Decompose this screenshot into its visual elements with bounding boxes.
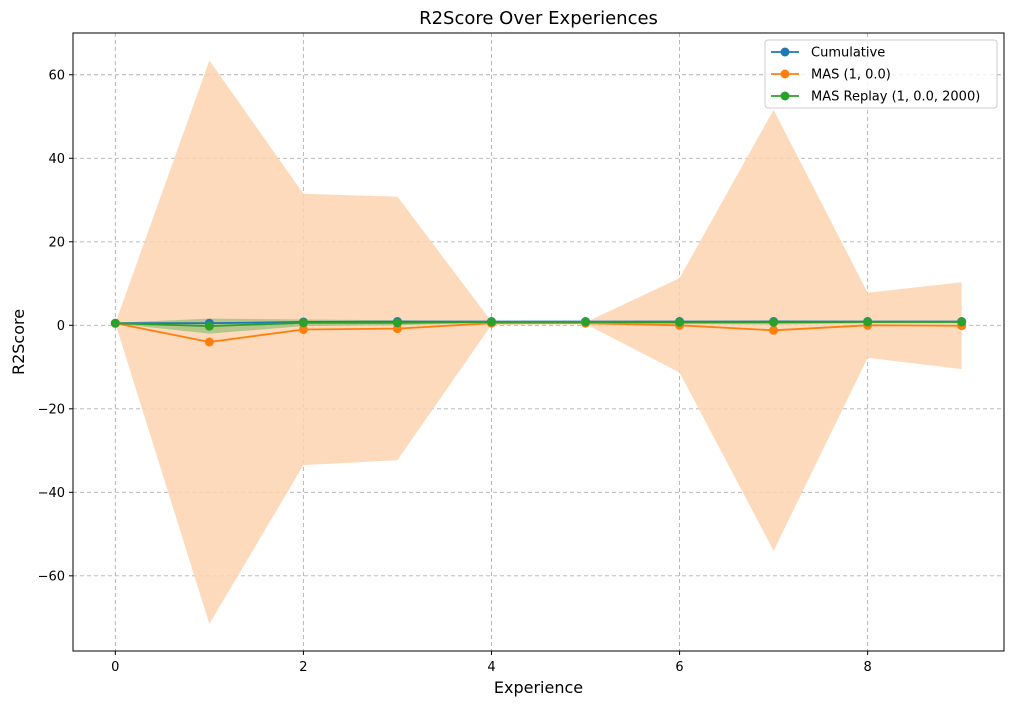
x-axis-label: Experience: [494, 678, 583, 697]
data-point: [486, 317, 496, 327]
data-point: [298, 324, 308, 334]
data-point: [863, 317, 873, 327]
series-line: [115, 321, 962, 328]
y-tick-label: 40: [48, 152, 65, 167]
y-tick-label: −20: [38, 402, 65, 417]
data-point: [110, 318, 120, 328]
data-point: [957, 317, 967, 327]
data-point: [298, 318, 308, 328]
y-tick-label: 60: [48, 68, 65, 83]
x-tick-label: 0: [111, 660, 119, 675]
legend-marker: [780, 91, 790, 101]
y-tick-label: 20: [48, 235, 65, 250]
chart-title: R2Score Over Experiences: [419, 8, 658, 29]
data-point: [769, 325, 779, 335]
legend: Cumulative MAS (1, 0.0) MAS Replay (1, 0.0…: [764, 39, 998, 109]
legend-marker: [780, 47, 790, 57]
legend-box: [764, 39, 998, 109]
legend-label: MAS Replay (1, 0.0, 2000): [811, 90, 980, 105]
y-tick-label: 0: [57, 319, 65, 334]
x-tick-label: 8: [864, 660, 872, 675]
x-tick-label: 4: [487, 660, 495, 675]
y-tick-label: −60: [38, 569, 65, 584]
confidence-band: [115, 60, 962, 624]
x-tick-label: 2: [299, 660, 307, 675]
data-point: [204, 337, 214, 347]
data-point: [581, 317, 591, 327]
series-line: [115, 322, 962, 343]
data-point: [769, 317, 779, 327]
x-axis-ticks: 0 2 4 6 8: [111, 651, 872, 675]
y-tick-label: −40: [38, 486, 65, 501]
y-axis-ticks: −60 −40 −20 0 20 40 60: [38, 68, 73, 584]
y-axis-label: R2Score: [9, 309, 28, 375]
series-lines: [115, 320, 962, 343]
plot-frame: [72, 32, 1005, 652]
data-point: [675, 317, 685, 327]
series-markers: [110, 317, 967, 347]
legend-marker: [780, 69, 790, 79]
data-point: [392, 318, 402, 328]
data-point: [204, 321, 214, 331]
legend-label: Cumulative: [811, 46, 885, 61]
legend-label: MAS (1, 0.0): [811, 68, 891, 83]
x-tick-label: 6: [675, 660, 683, 675]
